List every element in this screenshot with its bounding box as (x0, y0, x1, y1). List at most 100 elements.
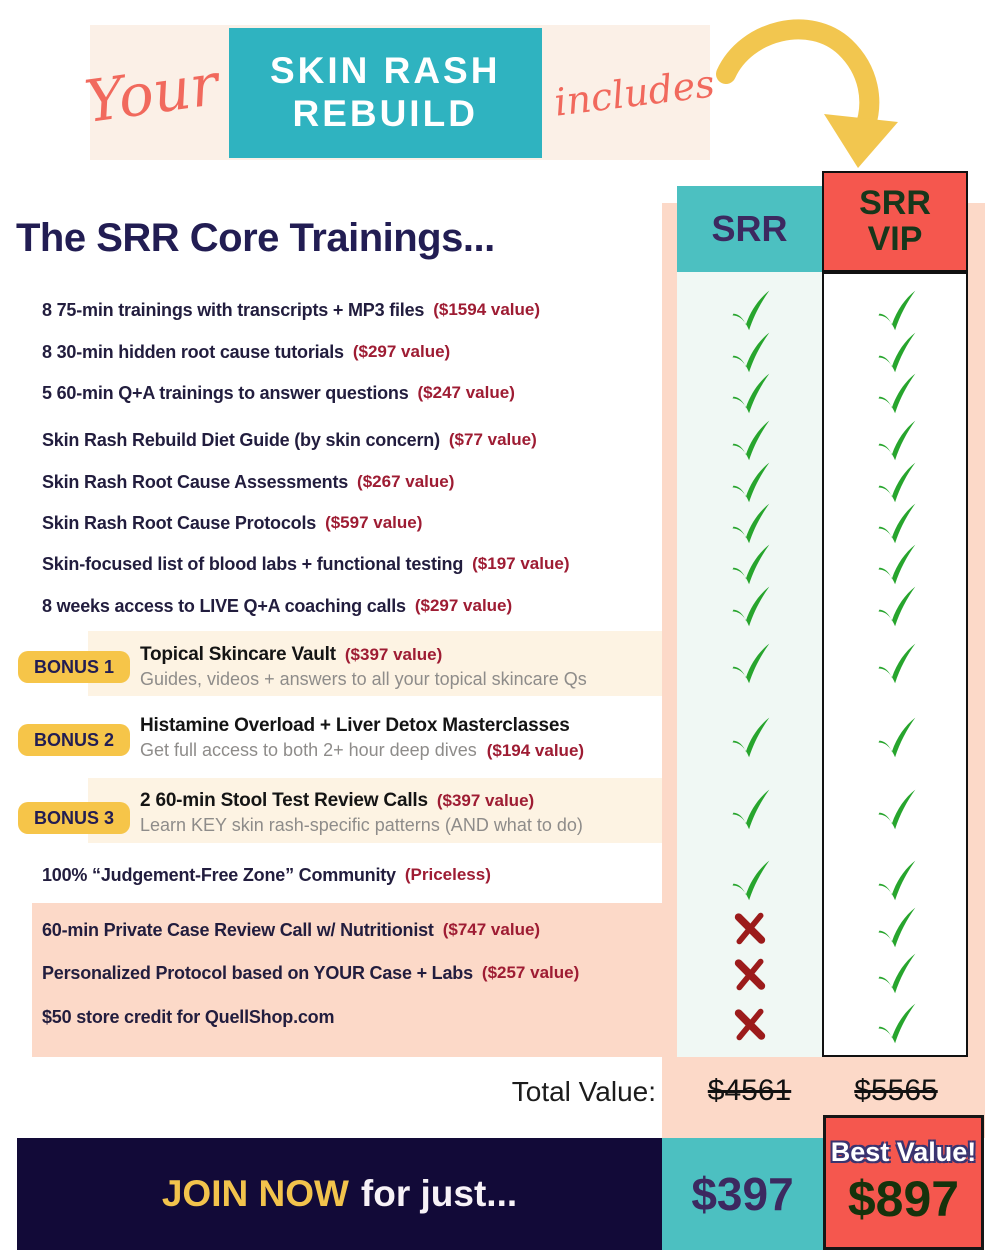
header-banner: Your SKIN RASH REBUILD includes (81, 25, 717, 160)
feature-label: 5 60-min Q+A trainings to answer questio… (42, 382, 409, 403)
check-icon (823, 640, 968, 686)
vip-total-value: $5565 (854, 1074, 938, 1107)
check-icon (823, 459, 968, 505)
logo-line-2: REBUILD (292, 92, 478, 134)
feature-row: 5 60-min Q+A trainings to answer questio… (0, 372, 662, 414)
feature-label: Skin Rash Root Cause Protocols (42, 512, 317, 533)
feature-row: Skin Rash Root Cause Protocols ($597 val… (0, 502, 662, 544)
bonus3-row: 2 60-min Stool Test Review Calls ($397 v… (140, 790, 662, 836)
check-icon (677, 857, 822, 903)
bonus-title: Histamine Overload + Liver Detox Masterc… (140, 715, 570, 736)
bonus2-row: Histamine Overload + Liver Detox Masterc… (140, 715, 662, 761)
check-icon (823, 857, 968, 903)
check-icon (677, 640, 822, 686)
bonus1-badge: BONUS 1 (18, 651, 130, 683)
check-icon (677, 500, 822, 546)
join-now-bar[interactable]: JOIN NOW for just... (17, 1138, 662, 1250)
feature-value: ($1594 value) (433, 300, 541, 319)
feature-value: ($257 value) (481, 963, 580, 982)
check-icon (677, 417, 822, 463)
bonus-value: ($397 value) (436, 791, 535, 810)
bonus-subtitle: Guides, videos + answers to all your top… (140, 669, 587, 689)
feature-label: Skin-focused list of blood labs + functi… (42, 553, 464, 574)
best-value-badge: Best Value! (830, 1137, 977, 1167)
feature-label: 8 30-min hidden root cause tutorials (42, 341, 344, 362)
check-icon (677, 541, 822, 587)
feature-label: $50 store credit for QuellShop.com (42, 1006, 335, 1027)
script-word-your: Your (81, 49, 223, 136)
feature-label: 8 75-min trainings with transcripts + MP… (42, 299, 425, 320)
bonus-value: ($397 value) (344, 645, 443, 664)
page-title: The SRR Core Trainings... (16, 216, 495, 260)
script-word-includes: includes (551, 60, 717, 125)
cross-icon (677, 1004, 822, 1042)
bonus2-badge: BONUS 2 (18, 724, 130, 756)
check-icon (823, 904, 968, 950)
feature-row: 8 75-min trainings with transcripts + MP… (0, 289, 662, 331)
check-icon (823, 541, 968, 587)
check-icon (823, 950, 968, 996)
cross-icon (677, 908, 822, 946)
for-just-label: for just... (360, 1173, 518, 1214)
feature-label: Personalized Protocol based on YOUR Case… (42, 962, 473, 983)
check-icon (823, 329, 968, 375)
check-icon (823, 583, 968, 629)
feature-row: 8 weeks access to LIVE Q+A coaching call… (0, 585, 662, 627)
feature-value: ($197 value) (472, 554, 570, 573)
feature-value: ($297 value) (352, 342, 451, 361)
check-icon (823, 287, 968, 333)
check-icon (823, 714, 968, 760)
feature-row: Skin Rash Root Cause Assessments ($267 v… (0, 461, 662, 503)
feature-label: Skin Rash Rebuild Diet Guide (by skin co… (42, 429, 440, 450)
check-icon (677, 329, 822, 375)
vip-only-section-background (32, 903, 662, 1057)
bonus3-badge: BONUS 3 (18, 802, 130, 834)
feature-label: Skin Rash Root Cause Assessments (42, 471, 349, 492)
join-now-label: JOIN NOW (161, 1173, 349, 1214)
feature-row: Skin-focused list of blood labs + functi… (0, 543, 662, 585)
check-icon (823, 1000, 968, 1046)
total-value-label: Total Value: (511, 1076, 656, 1107)
check-icon (823, 417, 968, 463)
vip-column-header: SRR VIP (822, 171, 968, 272)
feature-value: (Priceless) (404, 865, 491, 884)
vip-price-cell: Best Value! $897 (823, 1115, 984, 1250)
vip-only-row: 60-min Private Case Review Call w/ Nutri… (0, 909, 662, 951)
vip-only-row: $50 store credit for QuellShop.com (0, 996, 662, 1038)
check-icon (823, 370, 968, 416)
vip-only-row: Personalized Protocol based on YOUR Case… (0, 952, 662, 994)
feature-value: ($247 value) (417, 383, 515, 402)
bonus3-background (88, 778, 662, 843)
feature-value: ($267 value) (357, 472, 455, 491)
bonus-subtitle: Get full access to both 2+ hour deep div… (140, 740, 477, 760)
vip-header-line2: VIP (867, 219, 923, 258)
curved-down-arrow-icon (712, 14, 907, 172)
srr-column-header: SRR (677, 186, 822, 272)
feature-label: 8 weeks access to LIVE Q+A coaching call… (42, 595, 406, 616)
feature-value: ($747 value) (442, 920, 541, 939)
program-logo: SKIN RASH REBUILD (228, 27, 542, 158)
feature-label: 100% “Judgement-Free Zone” Community (42, 864, 396, 885)
community-row: 100% “Judgement-Free Zone” Community (Pr… (0, 854, 662, 896)
check-icon (677, 714, 822, 760)
bonus1-background (88, 631, 662, 696)
bonus-title: Topical Skincare Vault (140, 644, 336, 665)
logo-line-1: SKIN RASH (269, 49, 501, 91)
vip-header-line1: SRR (859, 183, 931, 222)
bonus-subtitle: Learn KEY skin rash-specific patterns (A… (140, 815, 583, 835)
feature-value: ($297 value) (414, 596, 513, 615)
cross-icon (677, 954, 822, 992)
feature-row: 8 30-min hidden root cause tutorials ($2… (0, 331, 662, 373)
check-icon (677, 370, 822, 416)
check-icon (677, 459, 822, 505)
check-icon (677, 287, 822, 333)
bonus1-row: Topical Skincare Vault ($397 value) Guid… (140, 644, 662, 690)
feature-label: 60-min Private Case Review Call w/ Nutri… (42, 919, 434, 940)
feature-row: Skin Rash Rebuild Diet Guide (by skin co… (0, 419, 662, 461)
check-icon (823, 500, 968, 546)
vip-price: $897 (847, 1171, 960, 1227)
check-icon (823, 786, 968, 832)
bonus-title: 2 60-min Stool Test Review Calls (140, 790, 428, 811)
feature-value: ($597 value) (325, 513, 423, 532)
